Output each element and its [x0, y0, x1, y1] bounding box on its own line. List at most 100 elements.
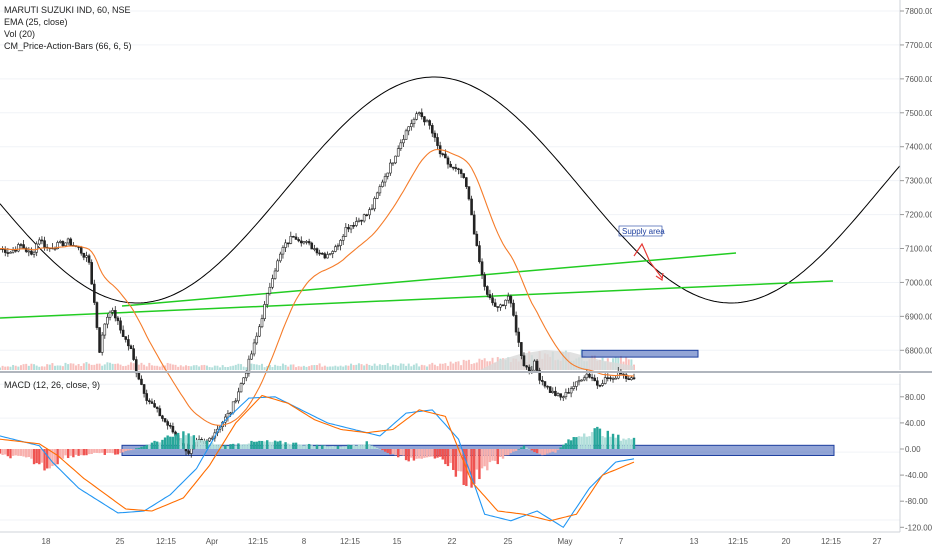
macd-histogram-bar [441, 449, 444, 460]
candle-body [37, 239, 41, 245]
macd-histogram-bar [53, 449, 57, 466]
macd-histogram-bar [530, 449, 534, 451]
time-tick-label: 8 [302, 537, 307, 546]
candle-body [446, 157, 450, 165]
volume-bar [229, 366, 232, 370]
candle-body [556, 393, 560, 396]
forecast-arrows [633, 242, 664, 282]
candle-body [35, 243, 38, 253]
macd-histogram-bar [611, 433, 615, 449]
volume-bar [90, 364, 93, 370]
macd-histogram-bar [116, 449, 120, 455]
volume-bar [289, 364, 292, 370]
volume-bar [137, 364, 140, 370]
candle-body [305, 241, 308, 243]
macd-tick-label: 0.00 [905, 445, 921, 454]
candle-body [554, 390, 557, 396]
macd-histogram-bar [567, 439, 570, 449]
candle-body [491, 297, 494, 304]
volume-bar [407, 363, 410, 370]
macd-histogram-bar [95, 449, 99, 453]
macd-histogram-bar [449, 449, 452, 463]
candle-body [347, 227, 350, 230]
price-axis: 7800.00 7700.00 7600.00 7500.00 7400.00 7300.… [899, 0, 932, 370]
candle-body [543, 381, 547, 387]
candle-body [294, 236, 298, 240]
macd-axis: 80.00 40.00 0.00 -40.00 -80.00 -120.00 [899, 374, 932, 532]
macd-histogram-bar [179, 438, 182, 449]
candle-body [158, 408, 162, 417]
macd-histogram-bar [588, 436, 591, 449]
macd-histogram-bar [381, 449, 384, 451]
candle-body [368, 209, 371, 216]
volume-bar [302, 365, 305, 370]
macd-histogram-bar [593, 428, 596, 449]
candle-body [11, 249, 15, 253]
macd-histogram-bar [281, 443, 285, 449]
volume-bar [61, 366, 64, 370]
macd-histogram-bar [174, 434, 177, 449]
volume-bar [6, 366, 9, 370]
macd-histogram-bar [266, 440, 269, 449]
macd-histogram-bar [313, 446, 316, 449]
macd-histogram-bar [580, 436, 583, 449]
macd-histogram-bar [245, 444, 248, 449]
candle-body [9, 251, 12, 254]
candle-body [496, 306, 500, 308]
candle-body [137, 372, 141, 380]
volume-bar [240, 364, 243, 370]
volume-bar [19, 365, 22, 370]
time-tick-label: 7 [619, 537, 624, 546]
macd-histogram-bar [187, 433, 190, 449]
candle-body [378, 186, 382, 194]
volume-bar [103, 364, 106, 370]
macd-histogram-bar [509, 449, 513, 454]
volume-bar [64, 362, 67, 370]
macd-histogram-bar [121, 449, 125, 453]
macd-histogram-bar [297, 444, 300, 449]
candle-body [561, 396, 565, 399]
volume-bar [250, 363, 253, 370]
candle-body [360, 219, 363, 222]
volume-bar [405, 365, 408, 370]
macd-histogram-bar [328, 446, 332, 449]
candle-body [229, 412, 232, 415]
macd-histogram-bar [32, 449, 36, 465]
volume-bar [619, 355, 622, 370]
candle-body [606, 377, 610, 379]
volume-bar [174, 364, 177, 370]
volume-bar [224, 366, 227, 370]
candle-body [428, 120, 431, 126]
macd-histogram-bar [142, 446, 146, 449]
macd-histogram-bar [218, 444, 222, 449]
macd-histogram-bar [242, 444, 245, 449]
macd-histogram-bar [415, 449, 418, 459]
macd-histogram-bar [575, 437, 578, 449]
macd-histogram-bar [368, 443, 371, 449]
macd-line [0, 396, 635, 529]
macd-histogram-bar [30, 449, 33, 459]
volume-bar [258, 365, 261, 370]
candle-body [189, 448, 193, 454]
candle-body [226, 413, 230, 418]
forecast-path [633, 242, 663, 279]
macd-histogram-bar [423, 449, 426, 458]
candle-body [459, 169, 463, 174]
volume-bar [255, 364, 258, 370]
macd-histogram-bar [609, 436, 612, 449]
candle-body [548, 386, 552, 393]
macd-histogram-bar [14, 449, 17, 456]
macd-histogram-bar [80, 449, 83, 456]
macd-histogram-bar [4, 449, 7, 455]
macd-histogram-bar [182, 431, 185, 449]
volume-bars [0, 349, 635, 370]
volume-bar [371, 365, 374, 370]
macd-histogram-bar [428, 449, 431, 457]
macd-histogram-bar [38, 449, 41, 465]
time-tick-label: 18 [42, 537, 51, 546]
volume-bar [132, 363, 135, 370]
volume-bar [630, 359, 633, 370]
macd-histogram-bar [268, 441, 272, 449]
volume-bar [242, 366, 245, 370]
